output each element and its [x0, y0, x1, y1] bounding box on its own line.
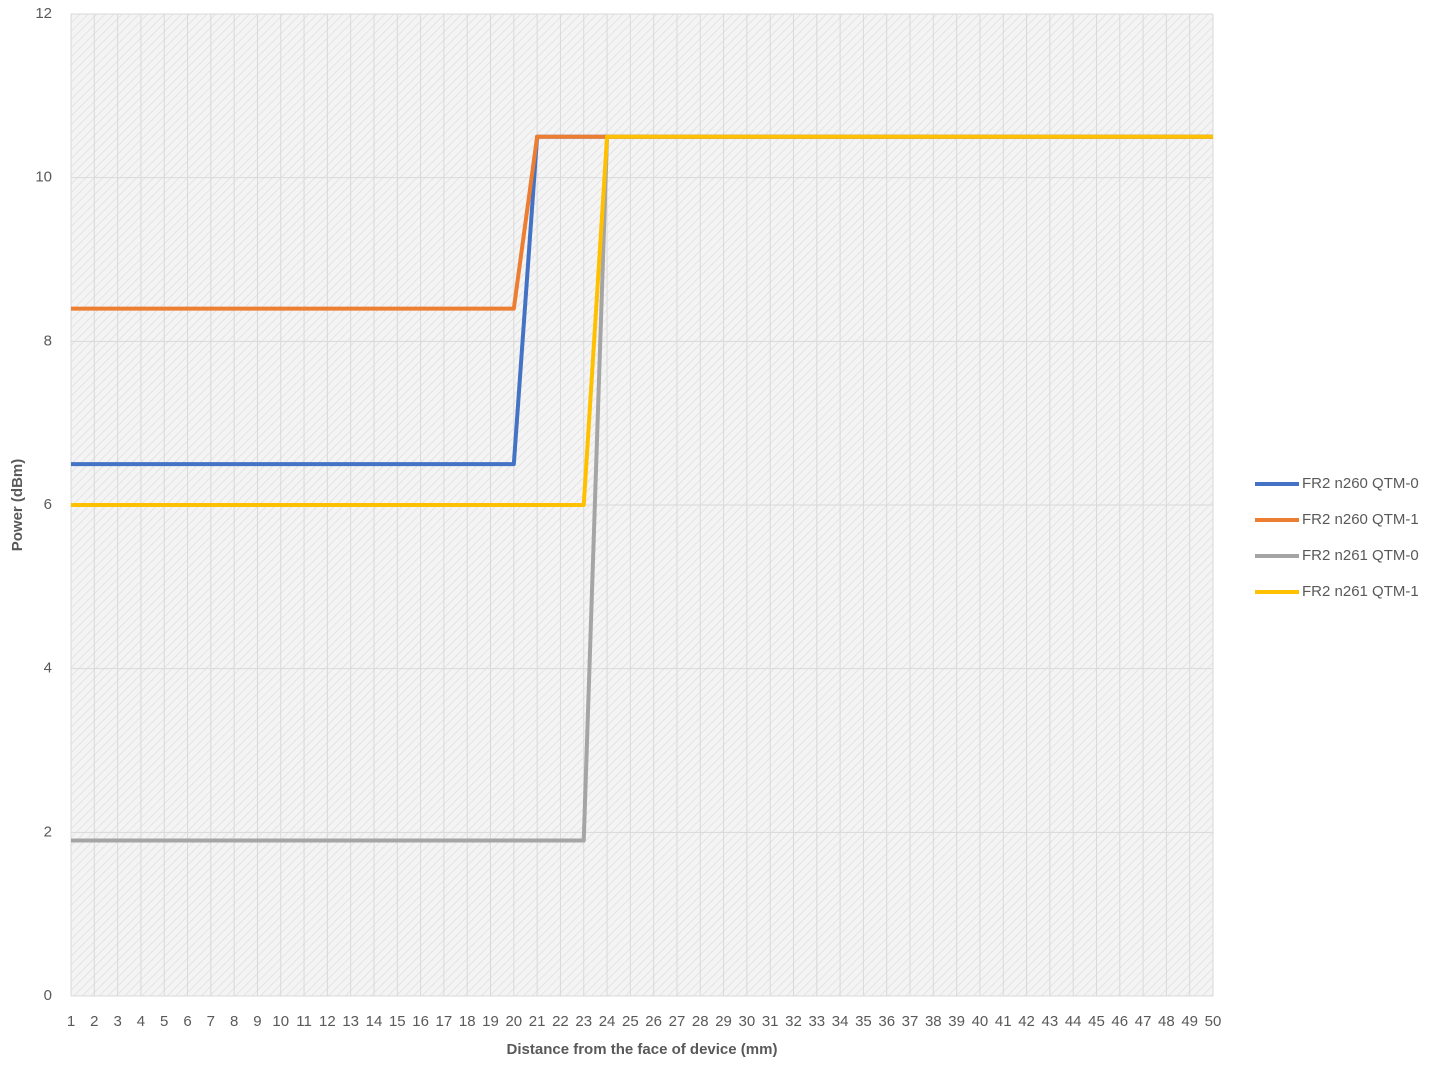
- x-tick-label: 13: [342, 1013, 359, 1030]
- x-tick-label: 36: [878, 1013, 895, 1030]
- x-tick-label: 42: [1018, 1013, 1035, 1030]
- y-tick-label: 2: [44, 823, 52, 840]
- x-tick-label: 29: [715, 1013, 732, 1030]
- x-tick-label: 22: [552, 1013, 569, 1030]
- x-tick-label: 15: [389, 1013, 406, 1030]
- legend-label: FR2 n260 QTM-0: [1302, 475, 1419, 492]
- x-tick-label: 4: [137, 1013, 145, 1030]
- y-tick-label: 8: [44, 332, 52, 349]
- x-tick-label: 23: [575, 1013, 592, 1030]
- x-tick-label: 25: [622, 1013, 639, 1030]
- x-tick-label: 35: [855, 1013, 872, 1030]
- x-tick-label: 31: [762, 1013, 779, 1030]
- x-tick-label: 6: [183, 1013, 191, 1030]
- x-tick-label: 20: [505, 1013, 522, 1030]
- x-tick-label: 14: [366, 1013, 383, 1030]
- x-tick-label: 45: [1088, 1013, 1105, 1030]
- x-tick-label: 5: [160, 1013, 168, 1030]
- y-tick-label: 0: [44, 987, 52, 1004]
- x-tick-label: 40: [972, 1013, 989, 1030]
- x-axis-label: Distance from the face of device (mm): [507, 1041, 778, 1058]
- x-tick-label: 19: [482, 1013, 499, 1030]
- x-tick-label: 43: [1042, 1013, 1059, 1030]
- x-tick-label: 44: [1065, 1013, 1082, 1030]
- y-tick-label: 4: [44, 660, 52, 677]
- series-line: [71, 134, 1213, 507]
- x-tick-label: 37: [902, 1013, 919, 1030]
- legend-label: FR2 n261 QTM-0: [1302, 547, 1419, 564]
- x-tick-label: 39: [948, 1013, 965, 1030]
- x-tick-label: 30: [739, 1013, 756, 1030]
- x-tick-label: 21: [529, 1013, 546, 1030]
- x-tick-label: 16: [412, 1013, 429, 1030]
- x-tick-label: 8: [230, 1013, 238, 1030]
- x-tick-label: 49: [1181, 1013, 1198, 1030]
- y-axis-label: Power (dBm): [9, 459, 26, 552]
- x-tick-label: 12: [319, 1013, 336, 1030]
- x-tick-label: 32: [785, 1013, 802, 1030]
- x-tick-label: 3: [113, 1013, 121, 1030]
- x-tick-label: 9: [253, 1013, 261, 1030]
- x-tick-label: 50: [1205, 1013, 1222, 1030]
- legend-label: FR2 n261 QTM-1: [1302, 583, 1419, 600]
- x-tick-label: 38: [925, 1013, 942, 1030]
- x-tick-label: 27: [669, 1013, 686, 1030]
- x-tick-label: 41: [995, 1013, 1012, 1030]
- legend-label: FR2 n260 QTM-1: [1302, 511, 1419, 528]
- x-tick-label: 7: [207, 1013, 215, 1030]
- y-tick-label: 6: [44, 496, 52, 513]
- x-tick-label: 2: [90, 1013, 98, 1030]
- x-tick-label: 46: [1111, 1013, 1128, 1030]
- x-tick-label: 24: [599, 1013, 616, 1030]
- y-tick-label: 12: [35, 5, 52, 22]
- x-tick-label: 18: [459, 1013, 476, 1030]
- y-tick-label: 10: [35, 169, 52, 186]
- x-tick-label: 47: [1135, 1013, 1152, 1030]
- x-tick-label: 11: [296, 1013, 312, 1030]
- x-tick-label: 26: [645, 1013, 662, 1030]
- x-tick-label: 48: [1158, 1013, 1175, 1030]
- x-tick-label: 10: [272, 1013, 289, 1030]
- x-tick-label: 1: [67, 1013, 75, 1030]
- x-tick-label: 34: [832, 1013, 849, 1030]
- x-tick-label: 33: [808, 1013, 825, 1030]
- x-tick-label: 28: [692, 1013, 709, 1030]
- x-tick-label: 17: [436, 1013, 453, 1030]
